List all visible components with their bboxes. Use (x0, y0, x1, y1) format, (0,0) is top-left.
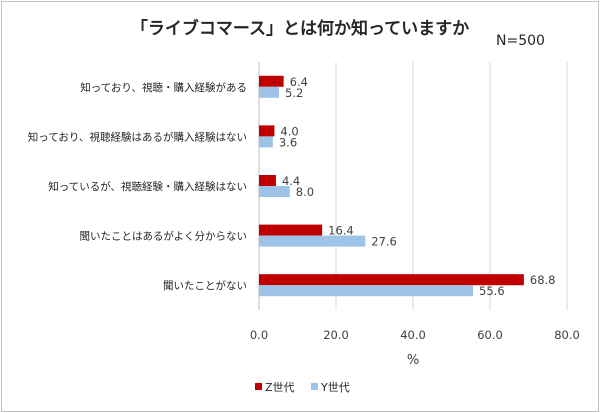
sample-size-note: N=500 (496, 33, 545, 49)
data-label: 5.2 (285, 86, 303, 100)
bar-y-4 (259, 285, 474, 297)
category-label: 知っているが、視聴経験・購入経験はない (48, 180, 247, 193)
legend-label: Y世代 (320, 381, 350, 394)
bar-y-0 (259, 86, 280, 98)
x-tick-label: 80.0 (554, 328, 580, 342)
data-label: 4.4 (282, 174, 300, 188)
x-axis-label: % (407, 353, 419, 368)
bars (259, 75, 524, 297)
x-tick-label: 40.0 (400, 328, 426, 342)
bar-z-0 (259, 75, 284, 87)
bar-z-1 (259, 125, 275, 137)
data-label: 68.8 (530, 273, 556, 287)
category-label: 知っており、視聴・購入経験がある (80, 81, 247, 94)
data-label: 6.4 (290, 75, 308, 89)
legend-swatch (311, 383, 318, 390)
data-label: 3.6 (279, 135, 297, 149)
legend: Z世代 Y世代 (255, 381, 350, 394)
legend-swatch (255, 383, 262, 390)
data-label: 27.6 (371, 235, 397, 249)
bar-z-2 (259, 175, 276, 186)
bar-y-2 (259, 186, 290, 197)
data-label: 55.6 (479, 284, 505, 298)
legend-label: Z世代 (265, 381, 295, 394)
data-label: 4.0 (280, 124, 298, 138)
x-tick-label: 0.0 (250, 328, 268, 342)
category-labels: 知っており、視聴・購入経験がある知っており、視聴経験はあるが購入経験はない知って… (28, 81, 247, 292)
bar-y-3 (259, 235, 366, 247)
category-label: 知っており、視聴経験はあるが購入経験はない (28, 130, 247, 143)
data-labels: 6.45.2 4.03.6 4.48.0 16.4 27.6 68.8 55.6 (279, 75, 556, 298)
x-tick-label: 20.0 (323, 328, 349, 342)
x-tick-labels: 0.0 20.0 40.0 60.0 80.0 (250, 328, 580, 342)
x-tick-label: 60.0 (477, 328, 503, 342)
data-label: 8.0 (296, 185, 314, 199)
data-label: 16.4 (328, 224, 354, 238)
category-label: 聞いたことがない (163, 279, 247, 292)
chart-title: 「ライブコマース」とは何か知っていますか (130, 19, 470, 39)
bar-y-1 (259, 136, 273, 148)
category-label: 聞いたことはあるがよく分からない (80, 230, 247, 243)
bar-z-4 (259, 274, 524, 286)
bar-z-3 (259, 224, 323, 236)
